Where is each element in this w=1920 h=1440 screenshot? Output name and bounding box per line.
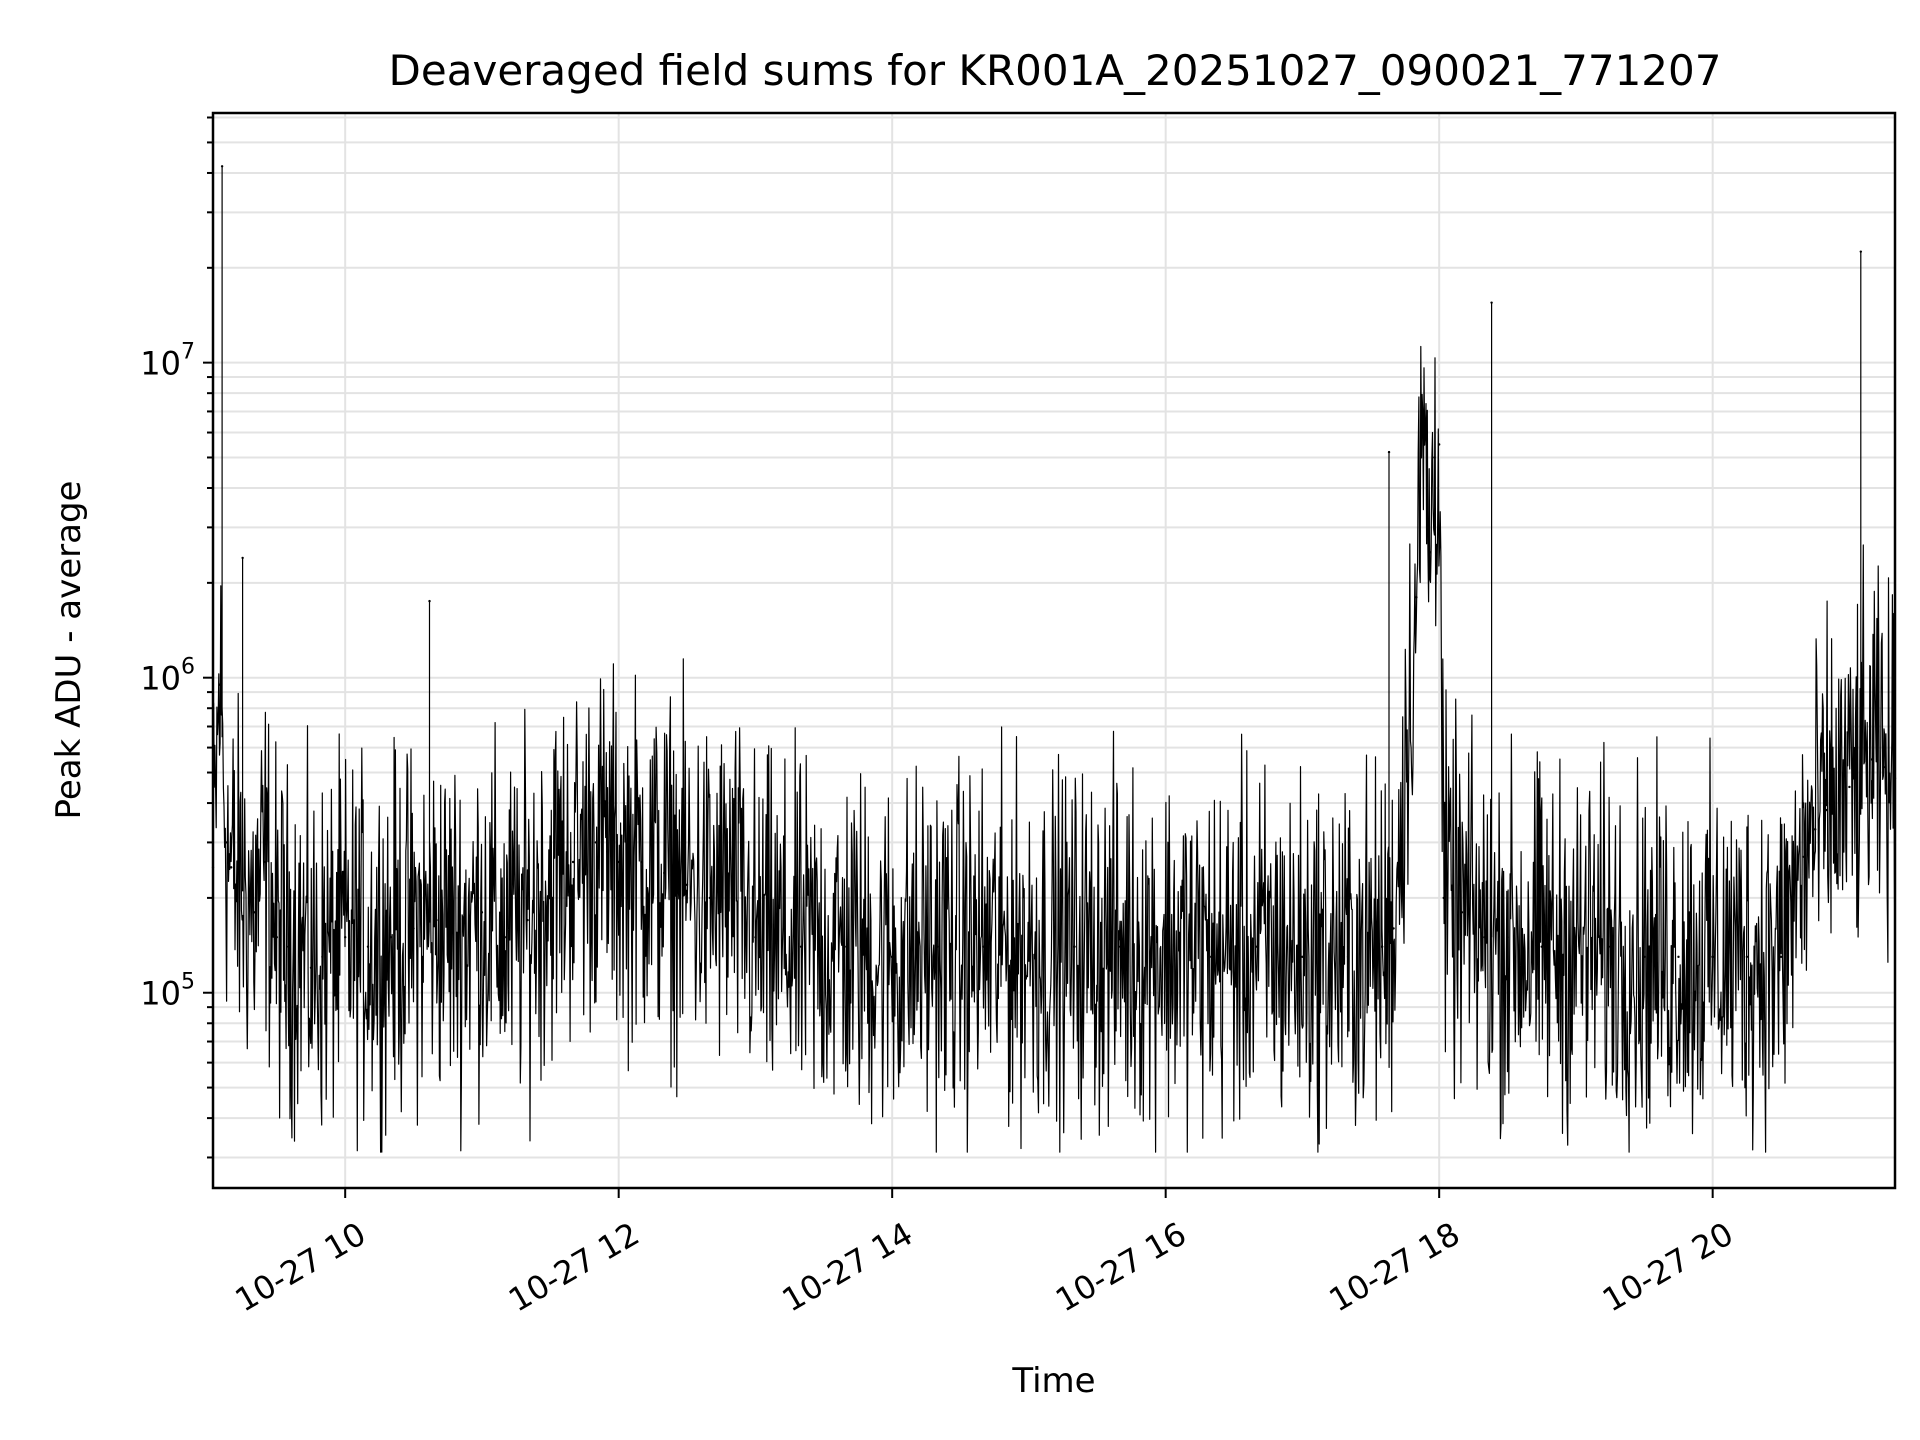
data-point (754, 936, 757, 939)
plot-area (211, 165, 1897, 1153)
data-point (435, 918, 438, 922)
chart-title: Deaveraged field sums for KR001A_2025102… (389, 46, 1722, 95)
data-point (1392, 927, 1395, 930)
data-point (298, 936, 301, 939)
data-point (936, 945, 939, 948)
data-point (1442, 896, 1445, 900)
data-point (1346, 955, 1350, 959)
data-point (1433, 456, 1436, 459)
y-tick-label: 105 (140, 970, 195, 1013)
data-point (1608, 945, 1612, 948)
data-point (234, 883, 237, 887)
data-point (1118, 945, 1122, 948)
data-point (1415, 596, 1418, 599)
data-point (287, 945, 290, 948)
data-point (606, 850, 609, 854)
x-tick-label: 10-27 20 (1596, 1215, 1740, 1320)
data-point (241, 556, 244, 560)
data-point (1483, 936, 1486, 939)
data-point (1677, 955, 1680, 959)
x-tick-label: 10-27 10 (229, 1215, 373, 1320)
data-point (1301, 955, 1304, 959)
data-point (252, 911, 256, 914)
data-point (309, 966, 313, 969)
data-point (1164, 945, 1167, 948)
data-point (1210, 955, 1213, 959)
data-point (1711, 955, 1714, 959)
data-point (1745, 955, 1749, 959)
y-axis-title: Peak ADU - average (49, 481, 89, 820)
data-point (1027, 945, 1031, 948)
data-point (248, 896, 251, 900)
data-point (1779, 955, 1783, 959)
data-point (230, 866, 233, 869)
data-point (708, 896, 712, 900)
data-point (1073, 945, 1076, 948)
data-point (1422, 420, 1425, 423)
data-point (1882, 765, 1885, 769)
data-point (503, 936, 506, 939)
data-point (428, 599, 431, 603)
x-tick-label: 10-27 12 (502, 1215, 646, 1320)
data-point (594, 841, 598, 844)
data-point (1871, 758, 1874, 761)
data-point (1859, 250, 1863, 253)
data-point (845, 945, 848, 948)
data-point (890, 955, 894, 959)
x-axis: 10-27 10 10-27 12 10-27 14 10-27 16 10-27 18… (229, 1188, 1740, 1319)
data-point (1814, 828, 1817, 831)
x-tick-label: 10-27 16 (1049, 1215, 1193, 1320)
data-point (264, 860, 267, 864)
data-point (526, 918, 529, 922)
data-point (1387, 450, 1391, 454)
data-point (1643, 955, 1646, 959)
data-point (343, 936, 347, 939)
data-point (663, 871, 666, 875)
data-point (457, 927, 461, 930)
data-point (1506, 936, 1509, 939)
data-point (731, 890, 734, 893)
x-tick-label: 10-27 14 (776, 1215, 920, 1320)
data-point (799, 945, 803, 948)
y-tick-label: 106 (140, 655, 195, 698)
data-point (1802, 855, 1806, 859)
data-point (1848, 785, 1851, 789)
data-point (1380, 945, 1384, 948)
data-point (982, 945, 985, 948)
data-point (412, 927, 415, 930)
data-point (1460, 911, 1464, 914)
data-point (275, 936, 279, 939)
data-point (220, 165, 224, 168)
x-tick-label: 10-27 18 (1323, 1215, 1467, 1320)
data-point (480, 911, 484, 914)
data-point (549, 877, 552, 880)
data-point (1437, 443, 1441, 446)
data-point (571, 860, 575, 864)
plot-frame (211, 111, 1897, 1190)
data-point (640, 860, 643, 864)
data-point (1255, 945, 1259, 948)
data-point (321, 955, 324, 959)
data-point (1540, 945, 1543, 948)
data-series-line (212, 166, 1896, 1153)
data-point (617, 860, 620, 864)
data-point (225, 841, 228, 844)
data-point (1574, 945, 1578, 948)
data-point (685, 883, 689, 887)
data-point (1490, 301, 1493, 304)
data-point (218, 683, 222, 686)
grid (213, 113, 1895, 1188)
data-point (1825, 808, 1828, 812)
y-axis: 105 106 107 (140, 116, 213, 1159)
data-point (389, 936, 392, 939)
data-point (366, 945, 370, 948)
x-axis-title: Time (1011, 1361, 1095, 1401)
y-tick-label: 107 (140, 340, 195, 383)
data-point (1428, 551, 1432, 554)
